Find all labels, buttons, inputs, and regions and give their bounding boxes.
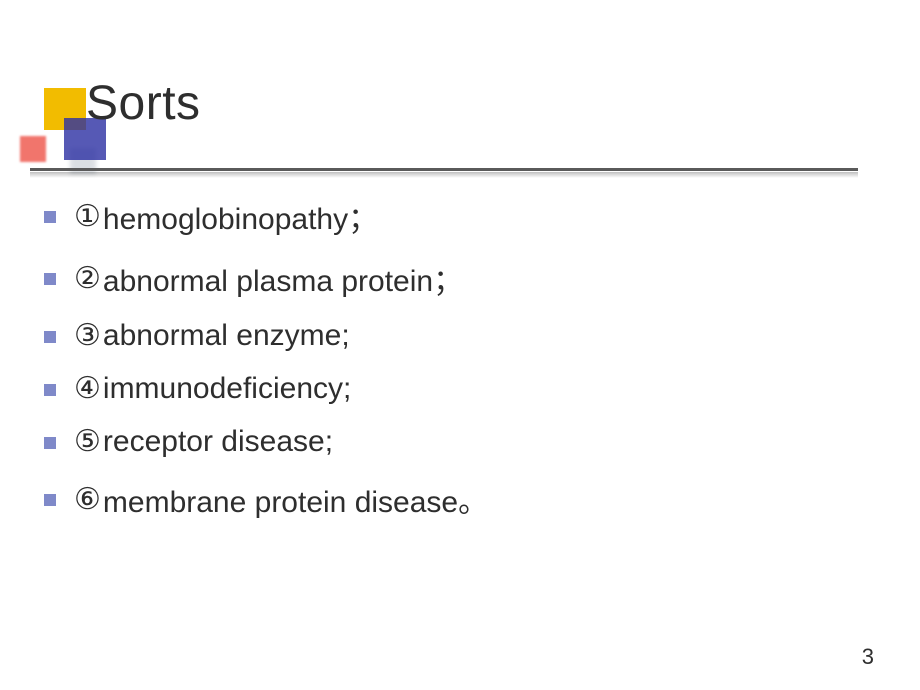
- item-number: ④: [74, 371, 101, 406]
- bullet-square-icon: [44, 331, 56, 343]
- list-item: ② abnormal plasma protein；: [44, 256, 860, 300]
- item-number: ③: [74, 318, 101, 353]
- title-underline: [30, 168, 858, 178]
- slide: Sorts ① hemoglobinopathy； ② abnormal pla…: [0, 0, 920, 690]
- item-text: hemoglobinopathy；: [103, 194, 378, 238]
- item-number: ⑥: [74, 482, 101, 517]
- bullet-square-icon: [44, 437, 56, 449]
- underline-rule: [30, 168, 858, 171]
- deco-square-red: [20, 136, 46, 162]
- deco-square-yellow: [44, 88, 86, 130]
- item-number: ②: [74, 261, 101, 296]
- bullet-square-icon: [44, 211, 56, 223]
- item-text: abnormal plasma protein；: [103, 256, 463, 300]
- bullet-list: ① hemoglobinopathy； ② abnormal plasma pr…: [44, 194, 860, 539]
- list-item: ⑤ receptor disease;: [44, 424, 860, 459]
- item-number: ⑤: [74, 424, 101, 459]
- item-number: ①: [74, 199, 101, 234]
- bullet-square-icon: [44, 494, 56, 506]
- item-text: immunodeficiency;: [103, 372, 351, 406]
- item-text: membrane protein disease。: [103, 477, 488, 521]
- list-item: ① hemoglobinopathy；: [44, 194, 860, 238]
- list-item: ③ abnormal enzyme;: [44, 318, 860, 353]
- bullet-square-icon: [44, 384, 56, 396]
- underline-shadow: [30, 172, 858, 178]
- list-item: ⑥ membrane protein disease。: [44, 477, 860, 521]
- item-text: receptor disease;: [103, 425, 333, 459]
- page-number: 3: [862, 644, 874, 670]
- item-text: abnormal enzyme;: [103, 319, 350, 353]
- list-item: ④ immunodeficiency;: [44, 371, 860, 406]
- bullet-square-icon: [44, 273, 56, 285]
- slide-title: Sorts: [86, 76, 201, 131]
